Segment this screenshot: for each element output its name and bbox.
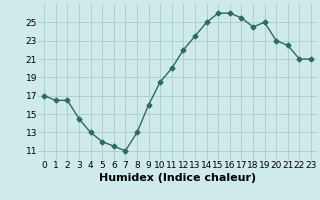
X-axis label: Humidex (Indice chaleur): Humidex (Indice chaleur) (99, 173, 256, 183)
